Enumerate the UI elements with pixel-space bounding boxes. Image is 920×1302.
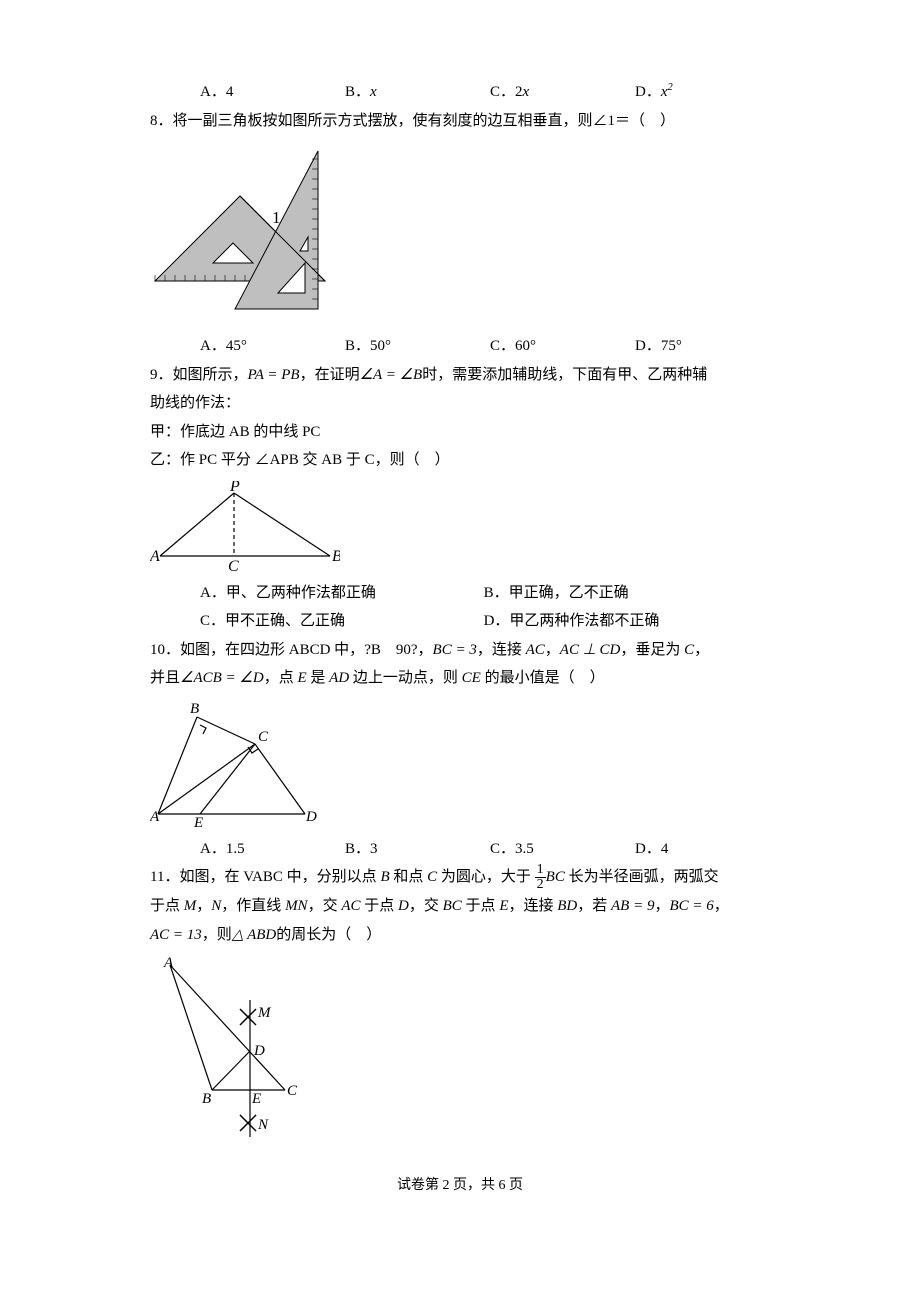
q8-options: A．45° B．50° C．60° D．75° [150,332,770,361]
q7-opt-c: C．22xx [490,78,625,107]
svg-text:A: A [163,955,174,971]
q11-line3: AC = 13，则△ ABD的周长为（ ） [150,921,770,950]
q9-yi: 乙：作 PC 平分 ∠APB 交 AB 于 C，则（ ） [150,446,770,475]
page-content: A．4 B．x C．22xx D．x2 8．将一副三角板按如图所示方式摆放，使有… [0,0,920,1240]
svg-text:C: C [228,558,239,573]
svg-text:B: B [202,1091,211,1107]
svg-text:N: N [257,1117,269,1133]
svg-text:D: D [305,809,317,825]
q11-frac: 12 [535,863,546,892]
svg-text:D: D [253,1043,265,1059]
q11-line1: 11．如图，在 VABC 中，分别以点 B 和点 C 为圆心，大于 12BC 长… [150,863,770,892]
svg-text:B: B [190,701,199,717]
q9-options-1: A．甲、乙两种作法都正确 B．甲正确，乙不正确 [150,579,770,608]
svg-text:A: A [150,548,160,565]
svg-text:C: C [287,1083,298,1099]
q7-opt-d-math: x2 [661,84,673,100]
q8-figure: 1 [150,141,770,326]
q8-opt-d: D．75° [635,332,770,361]
q9-figure: A B C P [150,481,770,573]
svg-text:C: C [258,729,269,745]
svg-text:P: P [229,481,240,495]
q10-opt-a: A．1.5 [200,835,335,864]
q7-opt-b-label: B． [345,84,370,100]
q7-opt-d: D．x2 [635,78,770,107]
q10-opt-b: B．3 [345,835,480,864]
q9-l1d: ∠A = ∠B [360,367,423,383]
svg-text:A: A [150,809,160,825]
q7-opt-a-text: A．4 [200,84,233,100]
svg-text:1: 1 [272,208,281,227]
q7-opt-b-math: x [370,84,377,100]
q7-opt-a: A．4 [200,78,335,107]
q10-opt-d: D．4 [635,835,770,864]
svg-text:B: B [332,548,340,565]
svg-text:M: M [257,1005,272,1021]
q11-figure: A B C D E M N [150,955,770,1145]
q9-l1e: 时，需要添加辅助线，下面有甲、乙两种辅 [422,367,707,383]
q9-opt-c: C．甲不正确、乙正确 [200,607,474,636]
q7-opt-d-label: D． [635,84,661,100]
q10-options: A．1.5 B．3 C．3.5 D．4 [150,835,770,864]
q9-opt-a: A．甲、乙两种作法都正确 [200,579,474,608]
q7-options: A．4 B．x C．22xx D．x2 [150,78,770,107]
q10-line2: 并且∠ACB = ∠D，点 E 是 AD 边上一动点，则 CE 的最小值是（ ） [150,664,770,693]
q10-opt-c: C．3.5 [490,835,625,864]
svg-text:E: E [251,1091,261,1107]
q9-opt-d: D．甲乙两种作法都不正确 [484,607,758,636]
q11-line2: 于点 M，N，作直线 MN，交 AC 于点 D，交 BC 于点 E，连接 BD，… [150,892,770,921]
q9-jia: 甲：作底边 AB 的中线 PC [150,418,770,447]
q9-l1b: PA = PB [248,367,300,383]
q8-opt-a: A．45° [200,332,335,361]
q9-opt-b: B．甲正确，乙不正确 [484,579,758,608]
q9-line2: 助线的作法： [150,389,770,418]
q7-opt-c-label: C． [490,84,515,100]
q8-opt-c: C．60° [490,332,625,361]
q9-l1a: 9．如图所示， [150,367,248,383]
page-footer: 试卷第 2 页，共 6 页 [150,1173,770,1200]
q9-options-2: C．甲不正确、乙正确 D．甲乙两种作法都不正确 [150,607,770,636]
svg-text:E: E [193,815,203,829]
q9-l1c: ，在证明 [300,367,360,383]
q10-line1: 10．如图，在四边形 ABCD 中，?B 90?，BC = 3，连接 AC，AC… [150,636,770,665]
q10-figure: A B C D E [150,699,770,829]
q8-opt-b: B．50° [345,332,480,361]
q7-opt-c-math: 22xx [515,84,529,100]
q9-line1: 9．如图所示，PA = PB，在证明∠A = ∠B时，需要添加辅助线，下面有甲、… [150,361,770,390]
q7-opt-b: B．x [345,78,480,107]
q8-text: 8．将一副三角板按如图所示方式摆放，使有刻度的边互相垂直，则∠1＝（ ） [150,107,770,136]
